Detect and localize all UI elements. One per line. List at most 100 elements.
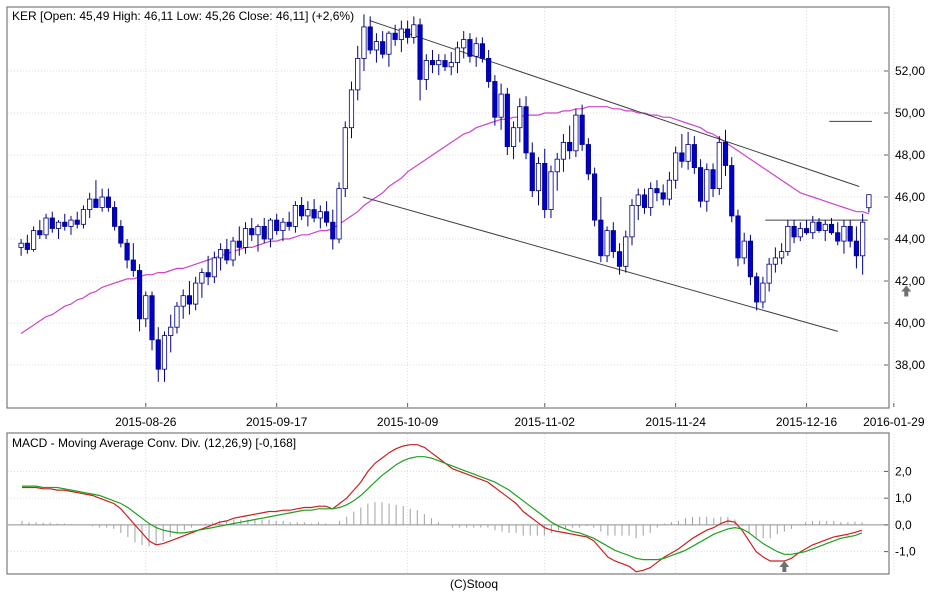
candle-body-33: [224, 249, 230, 261]
candle-body-86: [554, 158, 560, 173]
candle-body-66: [429, 60, 436, 66]
macd-panel-frame: [6, 432, 890, 575]
candle-body-79: [510, 127, 517, 147]
candle-body-40: [267, 219, 274, 240]
candle-body-124: [791, 225, 797, 238]
candle-body-98: [629, 204, 635, 238]
price-xtick-label-2: 2015-10-09: [377, 415, 439, 429]
candle-body-19: [136, 270, 143, 320]
candle-body-88: [567, 141, 573, 152]
candle-body-1: [24, 242, 30, 250]
candle-body-89: [573, 114, 579, 152]
candle-body-92: [592, 173, 598, 221]
candle-body-134: [853, 240, 859, 257]
candle-body-129: [822, 223, 828, 232]
candle-body-131: [835, 232, 841, 242]
candle-body-5: [49, 217, 55, 229]
price-ytick-label-5: 48,00: [895, 148, 925, 162]
candle-body-114: [729, 165, 735, 217]
candle-body-133: [847, 225, 853, 242]
macd-series-signal: [22, 456, 863, 561]
candle-body-118: [754, 276, 760, 303]
candle-body-59: [386, 32, 392, 55]
candle-body-18: [130, 259, 136, 271]
candle-body-84: [542, 162, 548, 210]
candle-body-99: [635, 194, 641, 206]
candle-body-112: [716, 141, 722, 189]
candle-body-30: [205, 272, 211, 278]
price-xtick-label-5: 2015-12-16: [776, 415, 838, 429]
candle-body-80: [517, 106, 523, 129]
candle-body-2: [31, 230, 37, 250]
candle-body-60: [392, 32, 398, 40]
candle-body-55: [361, 26, 367, 59]
candle-body-110: [704, 169, 710, 202]
macd-y-axis: -1,0 0,0 1,0 2,0: [884, 464, 916, 559]
candle-body-22: [155, 339, 161, 370]
candle-body-46: [305, 209, 311, 217]
candle-body-95: [610, 230, 616, 253]
candle-body-50: [330, 221, 336, 240]
candle-body-116: [741, 240, 747, 259]
candle-body-20: [143, 295, 149, 320]
candle-body-127: [810, 221, 816, 234]
candle-body-94: [604, 230, 610, 257]
candle-body-120: [766, 263, 772, 284]
price-panel-frame: [6, 6, 890, 409]
candle-body-39: [261, 225, 267, 240]
candle-body-43: [286, 221, 292, 227]
candle-body-113: [722, 141, 729, 166]
candle-body-126: [803, 228, 810, 234]
candle-body-25: [174, 305, 180, 328]
candle-body-106: [679, 152, 685, 162]
candle-body-111: [710, 169, 716, 189]
macd-ytick-label-1: 0,0: [895, 518, 912, 532]
candle-body-52: [342, 127, 348, 189]
candle-body-130: [828, 223, 835, 234]
candle-body-136: [866, 194, 872, 209]
candle-body-85: [548, 171, 554, 211]
candle-body-57: [373, 41, 380, 51]
candle-body-24: [168, 326, 174, 337]
price-candles: [18, 14, 912, 382]
candle-body-6: [55, 221, 62, 229]
candle-body-47: [311, 209, 317, 219]
candle-body-119: [760, 282, 766, 303]
candle-body-7: [62, 221, 68, 227]
candle-body-11: [87, 198, 93, 211]
candle-body-81: [523, 106, 529, 154]
macd-up-arrow-marker: [779, 560, 790, 572]
candle-body-48: [317, 211, 323, 219]
candle-body-69: [448, 62, 454, 68]
candle-body-51: [336, 188, 342, 240]
candle-body-44: [292, 204, 298, 227]
candle-body-41: [274, 219, 280, 232]
candle-body-17: [124, 242, 130, 261]
candle-body-35: [236, 240, 242, 248]
price-y-axis: 38,00 40,00 42,00 44,00 46,00 48,00 50,00 52,00: [884, 64, 925, 372]
candle-body-38: [255, 225, 261, 236]
price-grid: [8, 8, 895, 407]
price-xtick-label-4: 2015-11-24: [645, 415, 706, 429]
price-chart-title: KER [Open: 45,49 High: 46,11 Low: 45,26 …: [12, 9, 354, 23]
price-xtick-label-1: 2015-09-17: [246, 415, 308, 429]
candle-body-100: [641, 194, 648, 208]
candle-body-87: [560, 141, 567, 160]
candle-body-32: [218, 249, 224, 259]
candle-body-97: [623, 236, 629, 267]
price-ytick-label-7: 52,00: [895, 64, 925, 78]
candle-body-23: [161, 335, 168, 370]
candle-body-21: [149, 295, 155, 341]
up-arrow-marker: [901, 285, 912, 297]
candle-body-78: [504, 93, 510, 147]
candle-body-77: [498, 93, 504, 118]
candle-body-76: [492, 81, 498, 118]
candle-body-53: [348, 89, 355, 129]
candle-body-73: [473, 43, 479, 57]
candle-body-4: [43, 217, 49, 236]
candle-body-10: [80, 209, 87, 225]
candle-body-31: [211, 257, 217, 278]
candle-body-128: [816, 221, 822, 231]
candle-body-62: [405, 28, 411, 38]
